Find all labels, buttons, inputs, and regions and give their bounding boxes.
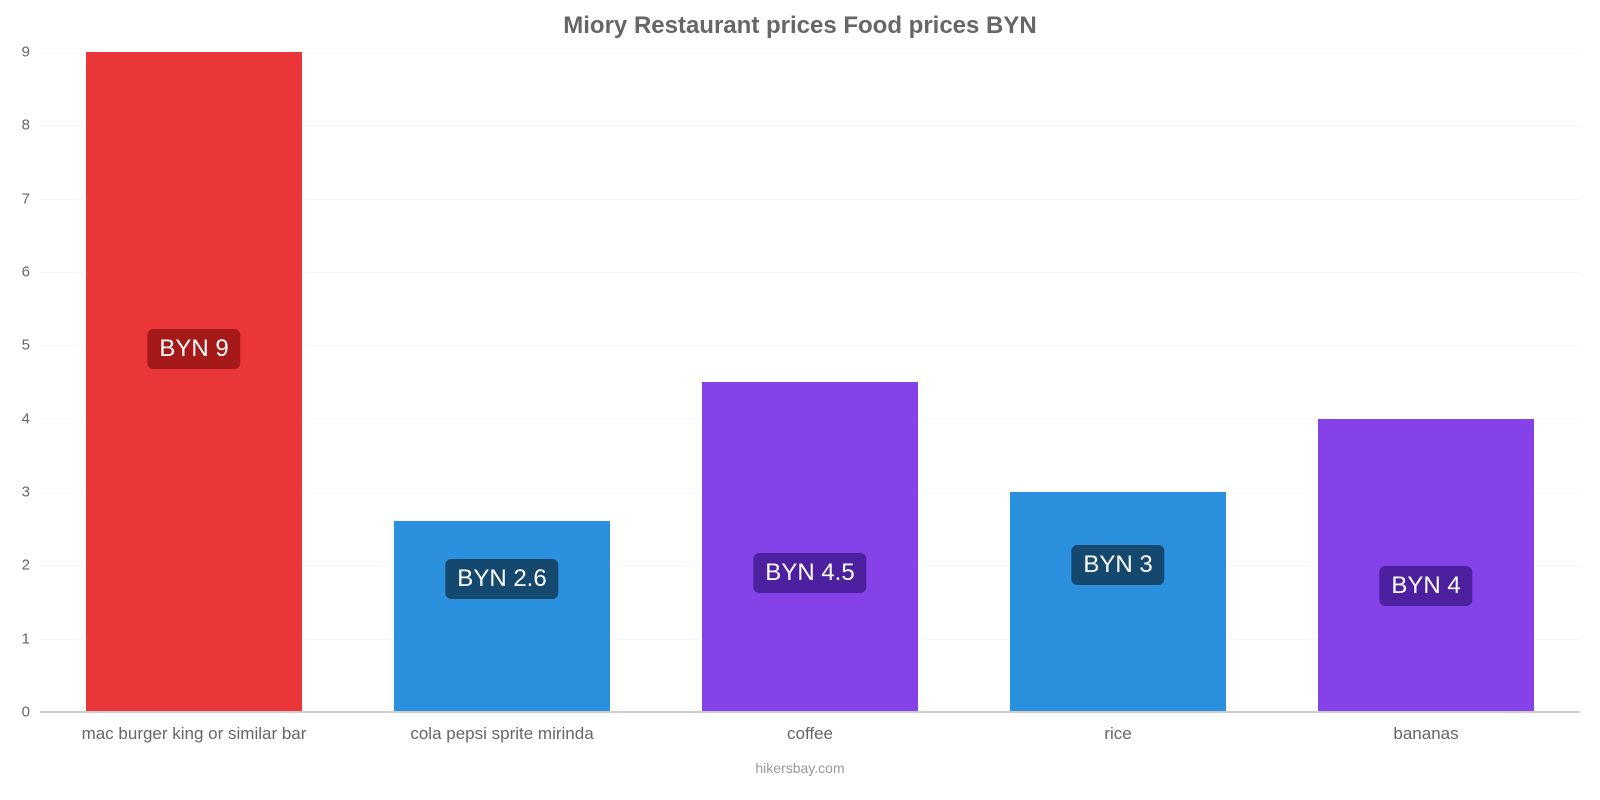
y-tick-label: 5 bbox=[22, 337, 30, 354]
x-tick-label: mac burger king or similar bar bbox=[82, 724, 307, 744]
credit-text: hikersbay.com bbox=[0, 760, 1600, 776]
x-tick-label: coffee bbox=[787, 724, 833, 744]
chart-container: Miory Restaurant prices Food prices BYN … bbox=[0, 0, 1600, 800]
y-tick-label: 8 bbox=[22, 117, 30, 134]
y-tick-label: 2 bbox=[22, 557, 30, 574]
x-tick-label: rice bbox=[1104, 724, 1131, 744]
bar-value-label: BYN 2.6 bbox=[445, 559, 558, 599]
bar-value-label: BYN 4.5 bbox=[753, 553, 866, 593]
bar-value-label: BYN 9 bbox=[147, 329, 240, 369]
y-tick-label: 7 bbox=[22, 190, 30, 207]
x-axis-baseline bbox=[40, 711, 1580, 713]
x-tick-label: cola pepsi sprite mirinda bbox=[410, 724, 593, 744]
y-tick-label: 0 bbox=[22, 704, 30, 721]
y-tick-label: 4 bbox=[22, 410, 30, 427]
value-labels-layer: BYN 9 BYN 2.6 BYN 4.5 BYN 3 BYN 4 bbox=[40, 52, 1580, 712]
bar-value-label: BYN 3 bbox=[1071, 545, 1164, 585]
y-tick-label: 9 bbox=[22, 44, 30, 61]
x-tick-label: bananas bbox=[1393, 724, 1458, 744]
plot-area: 0123456789 BYN 9BYN 2.6BYN 4.5BYN 3BYN 4… bbox=[40, 52, 1580, 712]
y-tick-label: 6 bbox=[22, 264, 30, 281]
bar-value-label: BYN 4 bbox=[1379, 566, 1472, 606]
y-tick-label: 1 bbox=[22, 630, 30, 647]
chart-title: Miory Restaurant prices Food prices BYN bbox=[0, 12, 1600, 40]
y-tick-label: 3 bbox=[22, 484, 30, 501]
y-axis-tick-mark bbox=[40, 711, 48, 713]
